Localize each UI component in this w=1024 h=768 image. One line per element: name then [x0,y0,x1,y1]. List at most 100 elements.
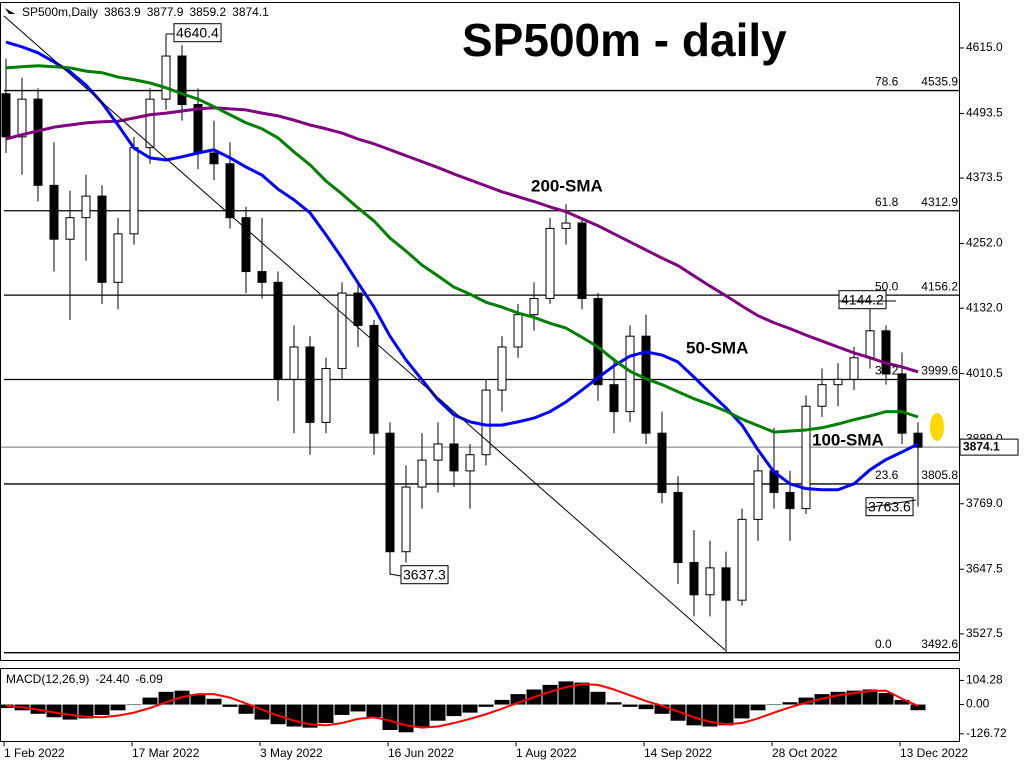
y-tick-label: 0.00 [966,697,990,711]
line [5,683,919,729]
candle-body [449,443,459,472]
candle-body [705,567,715,596]
candle-body [721,567,731,601]
macd-bar [414,704,430,727]
annotation-connector [865,499,917,509]
x-tick-label: 28 Oct 2022 [772,746,838,760]
chart-title: SP500m - daily [462,14,787,66]
candle-body [417,459,427,488]
macd-bar [302,704,318,728]
macd-bar [430,704,446,721]
candle-body [513,314,523,348]
candle-body [193,104,203,154]
candle-body [337,292,347,370]
y-tick-label: 4252.0 [966,236,1003,250]
y-tick-label: 3647.5 [966,561,1003,575]
macd-bar [766,704,782,706]
candle-body [305,346,315,423]
current-price: 3874.1 [963,439,1000,453]
macd-bar [78,704,94,719]
y-tick-label: -126.72 [966,726,1007,740]
x-tick-label: 13 Dec 2022 [900,746,968,760]
candle-body [817,384,827,407]
macd-bar [862,689,878,705]
macd-bar [190,694,206,705]
candle-body [689,561,699,596]
candle-body [593,297,603,386]
macd-bar [590,691,606,705]
candle-body [785,491,795,510]
candle-body [801,405,811,510]
label-box [838,290,887,310]
candle-body [529,297,539,316]
candle-body [225,163,235,219]
price-annotation: 4144.2 [841,292,884,308]
x-tick-label: 17 Mar 2022 [132,746,200,760]
x-tick-label: 14 Sep 2022 [644,746,712,760]
header-marker [5,8,15,14]
candle-body [609,384,619,413]
candle-body [753,470,763,520]
candle-body [465,454,475,472]
candle-body [849,357,859,380]
label-box [173,23,222,43]
macd-bar [878,692,894,705]
macd-bar [142,697,158,705]
macd-bar [270,704,286,725]
y-tick-label: 3769.0 [966,496,1003,510]
candle-body [33,98,43,186]
y-tick-label: 4373.5 [966,170,1003,184]
x-tick-label: 16 Jun 2022 [388,746,454,760]
macd-bar [558,681,574,705]
macd-bar [478,704,494,707]
macd-bar [510,694,526,705]
candle-body [865,330,875,359]
candle-body [145,98,155,149]
fib-ratio: 38.2 [875,364,899,378]
candle-body [321,368,331,423]
macd-bar [366,704,382,718]
candle-body [673,491,683,563]
macd-bar [318,704,334,724]
y-tick-label: 3527.5 [966,626,1003,640]
candle-body [401,486,411,553]
macd-bar [638,704,654,710]
line [5,106,919,374]
candle-body [241,217,251,273]
price-annotation: 3637.3 [403,567,446,583]
macd-header: -24.40 [95,672,129,686]
candle-body [49,184,59,240]
candle-body [113,233,123,283]
y-tick-label: 4493.5 [966,106,1003,120]
sma-label: 200-SMA [531,176,603,195]
macd-bar [670,704,686,721]
fib-ratio: 61.8 [875,195,899,209]
candle-body [273,281,283,380]
fib-ratio: 0.0 [875,637,892,651]
candle-body [657,432,667,493]
main-panel-frame [0,2,960,661]
fib-price: 3999.6 [921,364,958,378]
y-tick-label: 4010.5 [966,366,1003,380]
fib-ratio: 78.6 [875,75,899,89]
candle-body [129,147,139,235]
fib-price: 4156.2 [921,279,958,293]
macd-bar [622,704,638,707]
macd-header: -6.09 [135,672,163,686]
header-text: 3863.9 [104,5,141,19]
trend-line [3,15,726,651]
y-tick-label: 4615.0 [966,40,1003,54]
macd-bar [798,697,814,705]
candle-body [385,432,395,553]
x-tick-label: 1 Feb 2022 [4,746,65,760]
macd-bar [574,682,590,705]
macd-bar [398,704,414,733]
candle-body [289,346,299,380]
macd-bar [910,704,926,711]
fib-ratio: 23.6 [875,468,899,482]
y-tick-label: 104.28 [966,673,1003,687]
macd-bar [94,704,110,715]
sma-label: 100-SMA [812,430,884,449]
